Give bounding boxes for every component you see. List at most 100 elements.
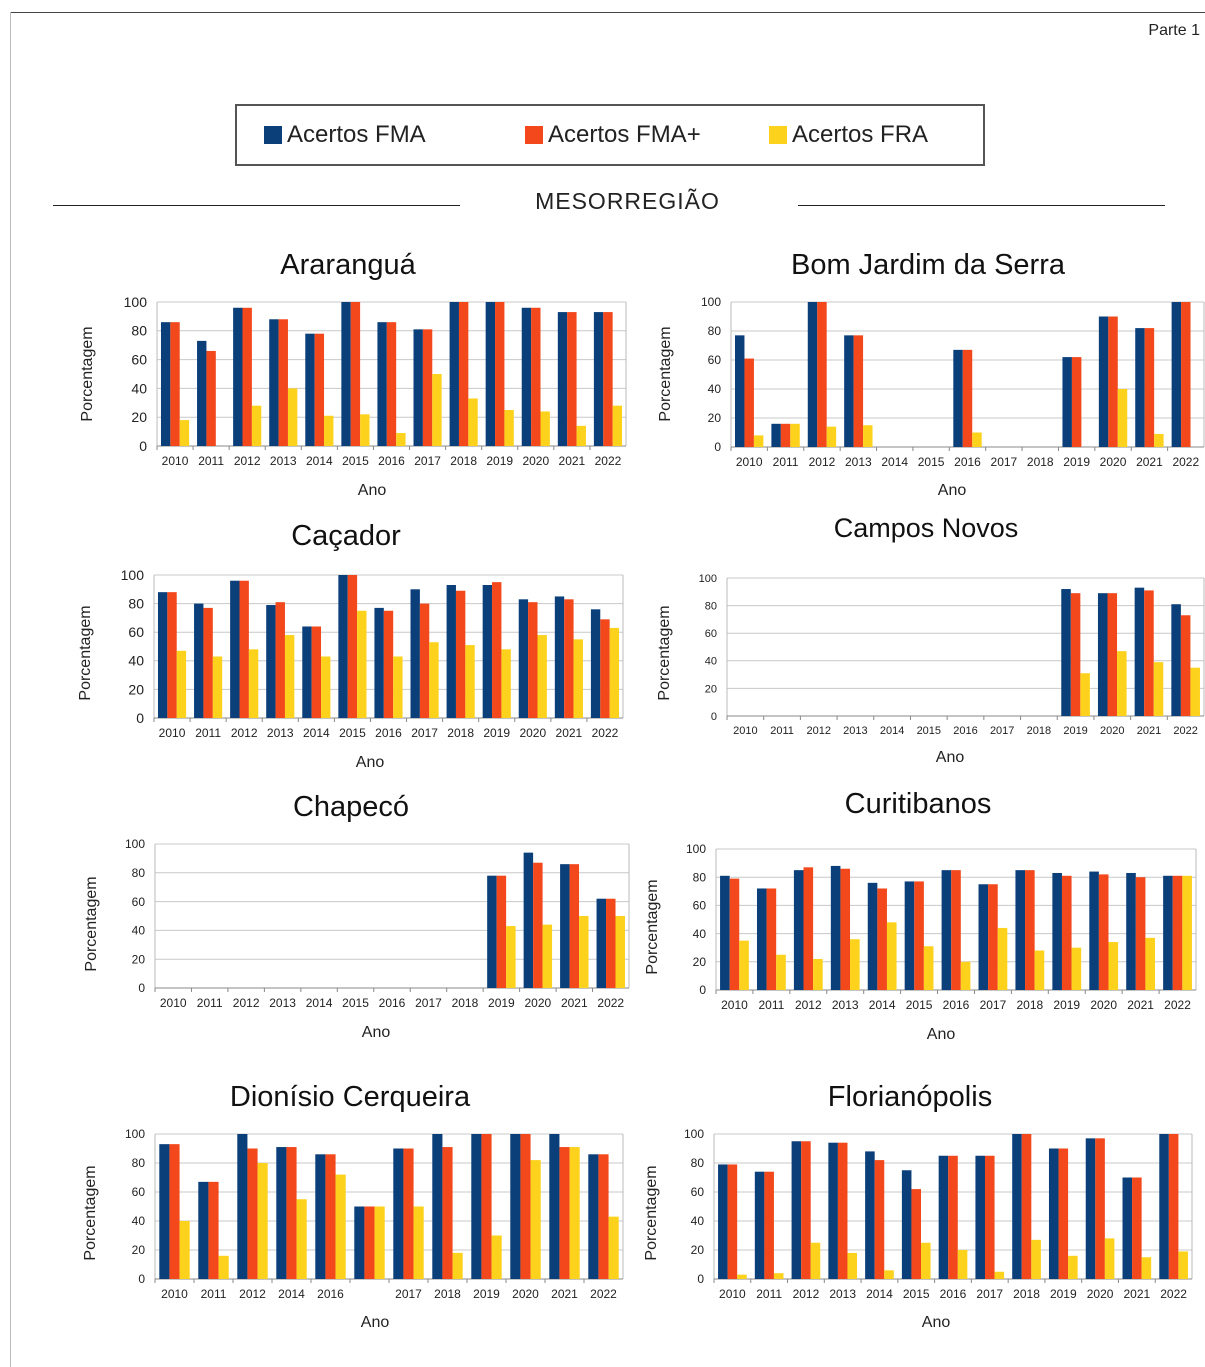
bar — [537, 635, 547, 718]
x-tick-label: 2016 — [953, 725, 977, 737]
x-tick-label: 2011 — [773, 455, 799, 469]
bar — [520, 1134, 531, 1279]
bar — [1132, 1177, 1142, 1279]
bar — [239, 580, 249, 718]
bar — [410, 589, 420, 718]
bar — [465, 645, 475, 718]
x-tick-label: 2011 — [756, 1287, 782, 1301]
y-tick-label: 0 — [697, 1272, 704, 1286]
bar — [230, 580, 240, 718]
y-tick-label: 80 — [132, 866, 146, 880]
x-tick-label: 2021 — [1123, 1287, 1150, 1301]
bar — [1048, 1148, 1059, 1279]
y-tick-label: 20 — [705, 683, 717, 695]
page-top-rule — [10, 12, 1205, 13]
x-tick-label: 2015 — [918, 455, 945, 469]
bar — [542, 924, 553, 988]
bar — [793, 870, 804, 990]
x-tick-label: 2015 — [903, 1287, 930, 1301]
x-axis-title: Ano — [922, 1314, 951, 1331]
bar — [737, 1274, 747, 1279]
y-tick-label: 40 — [708, 382, 722, 396]
bar — [455, 590, 466, 718]
bar — [495, 302, 505, 446]
chart-title: Campos Novos — [834, 513, 1019, 543]
bar — [962, 349, 973, 447]
bar — [1080, 673, 1090, 716]
bar — [560, 864, 570, 988]
x-tick-label: 2017 — [414, 454, 441, 468]
x-tick-label: 2022 — [592, 726, 619, 740]
bar — [588, 1154, 599, 1279]
x-tick-label: 2012 — [231, 726, 258, 740]
bar — [801, 1141, 811, 1279]
bar — [247, 1148, 258, 1279]
y-tick-label: 0 — [699, 983, 706, 997]
chart-title: Curitibanos — [845, 788, 992, 820]
bar — [1180, 615, 1191, 716]
bar — [1085, 1138, 1096, 1279]
x-tick-label: 2014 — [866, 1287, 893, 1301]
x-tick-label: 2013 — [829, 1287, 856, 1301]
legend-item-fra: Acertos FRA — [769, 121, 928, 149]
bar — [884, 1270, 894, 1279]
x-tick-label: 2022 — [1173, 725, 1197, 737]
bar — [482, 585, 493, 718]
bar — [419, 603, 430, 718]
bar — [754, 1171, 765, 1279]
bar — [1061, 589, 1071, 716]
bar — [830, 865, 841, 990]
bar — [350, 302, 361, 446]
bar — [432, 374, 442, 446]
bar — [521, 307, 532, 446]
chart-title: Dionísio Cerqueira — [230, 1081, 471, 1113]
bar — [487, 875, 497, 988]
x-tick-label: 2012 — [239, 1287, 266, 1301]
x-tick-label: 2018 — [1016, 998, 1043, 1012]
bar — [413, 1206, 424, 1279]
y-axis-title: Porcentagem — [643, 1165, 660, 1260]
bar — [1107, 593, 1118, 716]
bar — [286, 1147, 297, 1279]
x-tick-label: 2014 — [303, 726, 330, 740]
bar — [413, 329, 423, 446]
bar — [325, 1154, 336, 1279]
y-tick-label: 60 — [693, 899, 707, 913]
bar — [972, 432, 982, 447]
y-tick-label: 80 — [131, 323, 147, 339]
bar — [901, 1170, 912, 1279]
x-tick-label: 2018 — [1027, 455, 1054, 469]
bar — [347, 575, 358, 718]
x-tick-label: 2017 — [980, 998, 1007, 1012]
bar — [248, 649, 259, 718]
x-tick-label: 2014 — [306, 454, 333, 468]
bar — [1144, 590, 1154, 716]
x-tick-label: 2016 — [375, 726, 402, 740]
x-tick-label: 2016 — [940, 1287, 967, 1301]
bar — [504, 410, 514, 446]
bar — [432, 1134, 443, 1279]
x-tick-label: 2017 — [976, 1287, 1003, 1301]
legend-swatch-fra — [769, 126, 787, 144]
bar — [1144, 328, 1155, 447]
bar — [471, 1134, 482, 1279]
bar — [518, 599, 529, 718]
bar — [569, 864, 580, 988]
bar — [233, 307, 243, 446]
x-tick-label: 2019 — [483, 726, 510, 740]
bar — [596, 898, 607, 988]
x-tick-label: 2015 — [917, 725, 941, 737]
x-axis-title: Ano — [938, 482, 967, 499]
x-tick-label: 2013 — [267, 726, 294, 740]
bar — [284, 635, 295, 718]
bar — [1071, 947, 1082, 990]
bar — [807, 302, 818, 447]
bar — [994, 1271, 1005, 1279]
bar — [756, 888, 767, 990]
legend-item-fma: Acertos FMA — [264, 121, 426, 149]
bar — [354, 1206, 365, 1279]
bar — [1154, 433, 1164, 447]
x-tick-label: 2022 — [1164, 998, 1191, 1012]
bar — [957, 1250, 968, 1279]
